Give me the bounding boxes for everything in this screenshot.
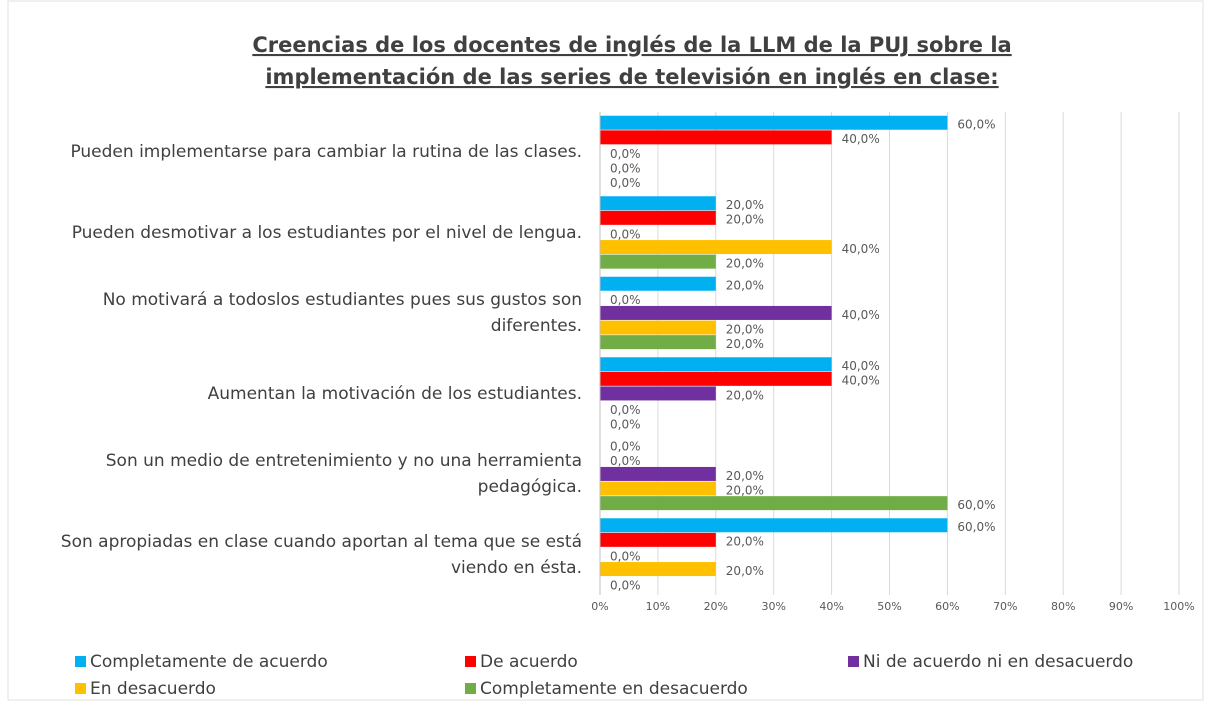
x-tick-label: 10%	[646, 600, 670, 613]
legend-label: En desacuerdo	[90, 679, 216, 699]
legend-label: Completamente de acuerdo	[90, 652, 328, 672]
value-label: 40,0%	[842, 308, 880, 322]
bar	[600, 371, 832, 386]
bar	[600, 305, 832, 320]
value-label: 60,0%	[957, 520, 995, 534]
value-label: 0,0%	[610, 147, 641, 161]
value-label: 60,0%	[957, 498, 995, 512]
value-label: 20,0%	[726, 483, 764, 497]
chart-border	[7, 0, 1204, 701]
bar	[600, 518, 948, 533]
x-tick-label: 100%	[1163, 600, 1194, 613]
x-tick-label: 60%	[935, 600, 959, 613]
value-label: 0,0%	[610, 293, 641, 307]
x-tick-label: 40%	[819, 600, 843, 613]
value-label: 0,0%	[610, 227, 641, 241]
value-label: 40,0%	[842, 132, 880, 146]
bar	[600, 254, 716, 269]
value-label: 20,0%	[726, 337, 764, 351]
x-tick-label: 0%	[591, 600, 608, 613]
bar	[600, 115, 948, 130]
value-label: 0,0%	[610, 454, 641, 468]
bar	[600, 320, 716, 335]
x-tick-label: 50%	[877, 600, 901, 613]
value-label: 40,0%	[842, 359, 880, 373]
category-label: Son un medio de entretenimiento y no una…	[105, 451, 582, 498]
value-label: 0,0%	[610, 549, 641, 563]
bar	[600, 532, 716, 547]
legend-label: Completamente en desacuerdo	[480, 679, 748, 699]
value-label: 20,0%	[726, 279, 764, 293]
value-label: 0,0%	[610, 440, 641, 454]
bar	[600, 357, 832, 372]
category-label: Pueden implementarse para cambiar la rut…	[70, 142, 582, 163]
bar	[600, 335, 716, 350]
category-label: Aumentan la motivación de los estudiante…	[207, 383, 582, 404]
value-label: 20,0%	[726, 198, 764, 212]
value-label: 20,0%	[726, 564, 764, 578]
legend-label: Ni de acuerdo ni en desacuerdo	[863, 652, 1133, 672]
value-label: 0,0%	[610, 403, 641, 417]
legend-swatch	[75, 683, 86, 694]
legend-swatch	[465, 656, 476, 667]
bar	[600, 481, 716, 496]
bar	[600, 496, 948, 511]
value-label: 0,0%	[610, 161, 641, 175]
x-tick-label: 20%	[704, 600, 728, 613]
legend-swatch	[465, 683, 476, 694]
value-label: 60,0%	[957, 118, 995, 132]
legend-label: De acuerdo	[480, 652, 578, 672]
value-label: 20,0%	[726, 322, 764, 336]
value-label: 0,0%	[610, 578, 641, 592]
value-label: 20,0%	[726, 535, 764, 549]
bar	[600, 240, 832, 255]
legend-swatch	[75, 656, 86, 667]
x-tick-label: 90%	[1109, 600, 1133, 613]
category-label: Son apropiadas en clase cuando aportan a…	[60, 531, 582, 578]
chart-title: implementación de las series de televisi…	[265, 65, 998, 89]
value-label: 0,0%	[610, 176, 641, 190]
legend-swatch	[848, 656, 859, 667]
value-label: 20,0%	[726, 469, 764, 483]
x-tick-label: 70%	[993, 600, 1017, 613]
chart-title: Creencias de los docentes de inglés de l…	[252, 33, 1011, 57]
bar	[600, 276, 716, 291]
category-label: No motivará a todoslos estudiantes pues …	[102, 290, 582, 337]
bar	[600, 210, 716, 225]
bar	[600, 562, 716, 577]
value-label: 0,0%	[610, 417, 641, 431]
category-label: Pueden desmotivar a los estudiantes por …	[71, 222, 582, 243]
bar	[600, 466, 716, 481]
bar	[600, 386, 716, 401]
bar	[600, 196, 716, 211]
value-label: 40,0%	[842, 374, 880, 388]
value-label: 20,0%	[726, 213, 764, 227]
bar	[600, 130, 832, 145]
value-label: 40,0%	[842, 242, 880, 256]
value-label: 20,0%	[726, 256, 764, 270]
value-label: 20,0%	[726, 388, 764, 402]
x-tick-label: 80%	[1051, 600, 1075, 613]
x-tick-label: 30%	[761, 600, 785, 613]
